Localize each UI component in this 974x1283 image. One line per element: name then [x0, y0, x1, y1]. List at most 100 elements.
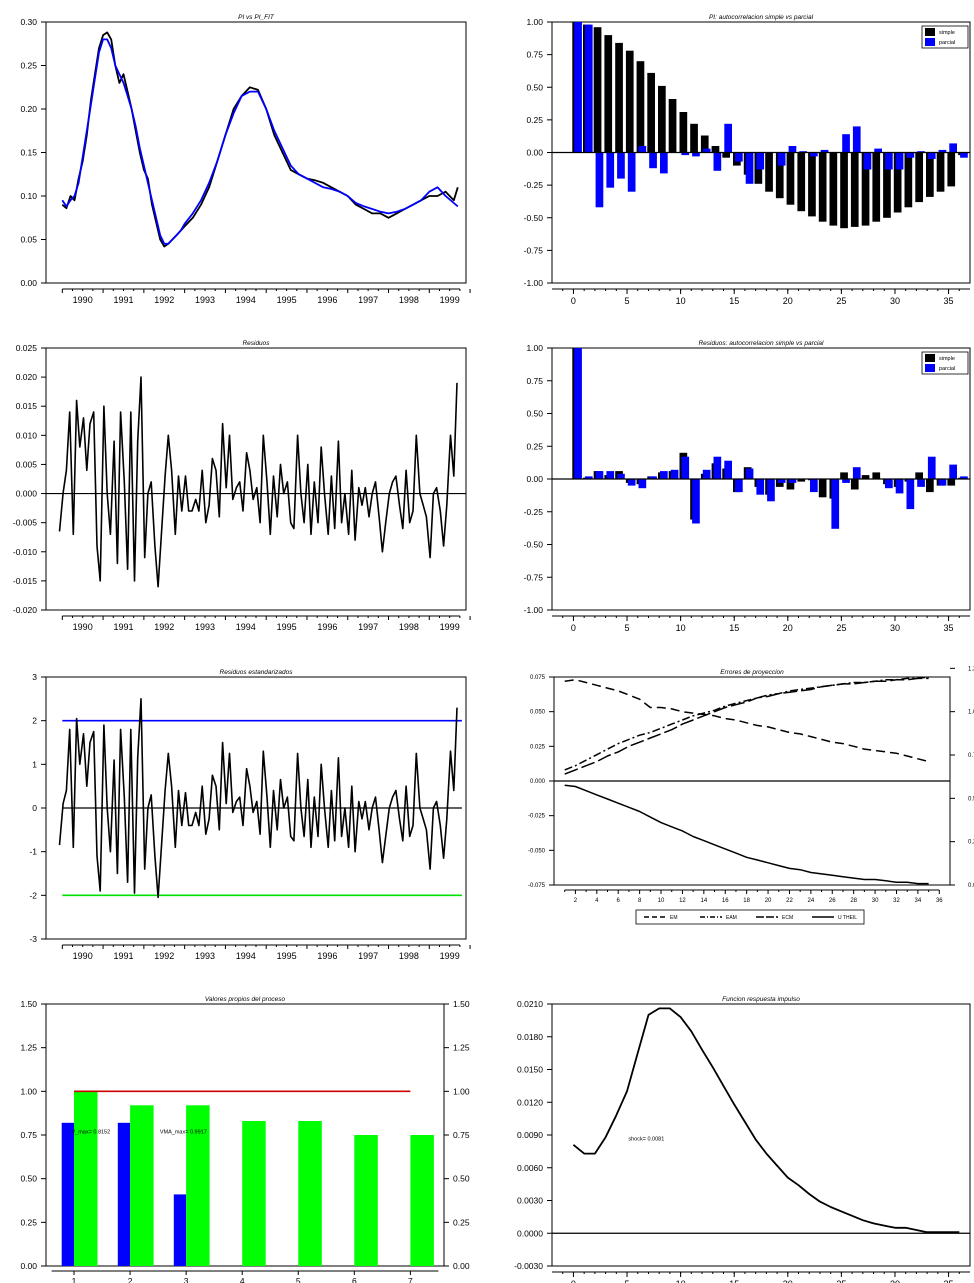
bar: [574, 22, 582, 153]
series-line: [572, 1007, 960, 1234]
y-tick-label: -0.075: [528, 883, 546, 889]
bar: [636, 61, 645, 153]
y-tick-label: -0.75: [524, 572, 544, 582]
legend-swatch: [925, 354, 935, 362]
y-tick-label: -0.50: [524, 540, 544, 550]
x-tick-label: 1990: [73, 622, 93, 632]
y2-tick-label: 0.75: [968, 753, 974, 759]
y-tick-label: -1.00: [524, 605, 544, 615]
x-tick-label: 14: [700, 898, 707, 904]
bar: [242, 1121, 266, 1266]
x-tick-label: 1996: [317, 295, 337, 305]
bar: [617, 152, 625, 179]
bar: [647, 72, 655, 153]
y-tick-label: 0.010: [16, 430, 38, 440]
y-tick-label: 0.0210: [517, 999, 543, 1009]
bar: [756, 479, 765, 495]
bar: [679, 112, 688, 153]
x-tick-label: 25: [836, 1279, 846, 1283]
legend-label: parcial: [939, 40, 955, 46]
bar: [574, 348, 582, 479]
bar: [906, 479, 915, 510]
x-tick-label: 1997: [358, 951, 378, 961]
chart-title: Valores propios del proceso: [205, 996, 286, 1003]
y2-tick-label: 1.25: [453, 1043, 470, 1053]
bar: [638, 479, 647, 489]
y2-tick-label: 1.00: [968, 710, 974, 716]
y-tick-label: -3: [29, 934, 37, 944]
x-tick-label: 1992: [154, 622, 174, 632]
x-tick-label: 35: [944, 623, 954, 633]
y-tick-label: 0.025: [16, 343, 38, 353]
y-tick-label: 0.000: [530, 779, 546, 785]
x-tick-label: 1998: [399, 951, 419, 961]
x-tick-label: 1991: [113, 622, 133, 632]
x-tick-label: 1994: [236, 295, 256, 305]
x-tick-label: 15: [729, 1279, 739, 1283]
bar: [625, 50, 634, 153]
bar: [872, 152, 881, 222]
y-tick-label: 0: [32, 803, 37, 813]
x-tick-label: 5: [296, 1276, 301, 1283]
y-tick-label: 0.000: [16, 489, 38, 499]
legend-label: EM: [670, 915, 678, 921]
bar: [186, 1105, 210, 1266]
bar: [927, 152, 936, 159]
bar: [893, 152, 902, 213]
y-tick-label: 0.50: [526, 409, 543, 419]
y-tick-label: -0.0030: [514, 1261, 543, 1271]
bar: [818, 152, 827, 222]
residuos-chart: Residuos -0.020 -0.015 -0.010 -0.005 0.000 0.0…: [13, 340, 471, 632]
x-tick-label: 1998: [399, 622, 419, 632]
x-tick-label: 1996: [317, 622, 337, 632]
x-tick-label: 1992: [154, 951, 174, 961]
bar: [681, 456, 690, 479]
x-tick-label: 1991: [113, 951, 133, 961]
legend-label: simple: [939, 30, 955, 36]
x-tick-label: 10: [658, 898, 665, 904]
bar: [904, 152, 913, 208]
x-tick-label: 1993: [195, 622, 215, 632]
y-tick-label: 0.005: [16, 459, 38, 469]
x-tick-label: 15: [729, 296, 739, 306]
chart-title: Funcion respuesta impulso: [722, 996, 800, 1003]
y-tick-label: -0.020: [13, 605, 37, 615]
bar: [658, 85, 666, 153]
y-tick-label: 0.0000: [517, 1228, 543, 1238]
bar: [584, 24, 593, 153]
chart-title: Residuos estandarizados: [220, 669, 294, 676]
y-tick-label: 1.00: [526, 343, 543, 353]
y-tick-label: 0.075: [530, 675, 546, 681]
plot-frame: [45, 21, 467, 284]
bar: [649, 152, 657, 169]
y-tick-label: 0.75: [526, 376, 543, 386]
legend-label: simple: [939, 356, 955, 362]
x-tick-label: 10: [676, 296, 686, 306]
x-tick-label: 20: [783, 1279, 793, 1283]
x-tick-label: 1999: [440, 622, 460, 632]
y-tick-label: 0.00: [526, 148, 543, 158]
x-tick-label: 30: [890, 296, 900, 306]
bar: [354, 1135, 378, 1266]
bar: [61, 1122, 74, 1266]
x-tick-label: 5: [625, 1279, 630, 1283]
bar: [173, 1194, 187, 1266]
bar: [840, 472, 848, 479]
y-tick-label: 0.20: [20, 104, 37, 114]
plot-frame: [45, 347, 467, 611]
bar: [917, 479, 925, 487]
x-tick-label: 25: [836, 623, 846, 633]
bar: [700, 135, 709, 153]
acf_pi-chart: PI: autocorrelacion simple vs parcial -1.…: [524, 14, 971, 306]
bar: [885, 152, 893, 170]
legend-swatch: [925, 364, 935, 372]
y-tick-label: 0.0060: [517, 1163, 543, 1173]
series-line: [564, 677, 929, 775]
y-tick-label: 0.25: [526, 115, 543, 125]
series-line: [61, 38, 459, 245]
bar: [788, 146, 797, 153]
x-tick-label: 18: [743, 898, 750, 904]
bar: [786, 479, 795, 490]
bar: [410, 1135, 434, 1266]
bar: [861, 475, 870, 479]
